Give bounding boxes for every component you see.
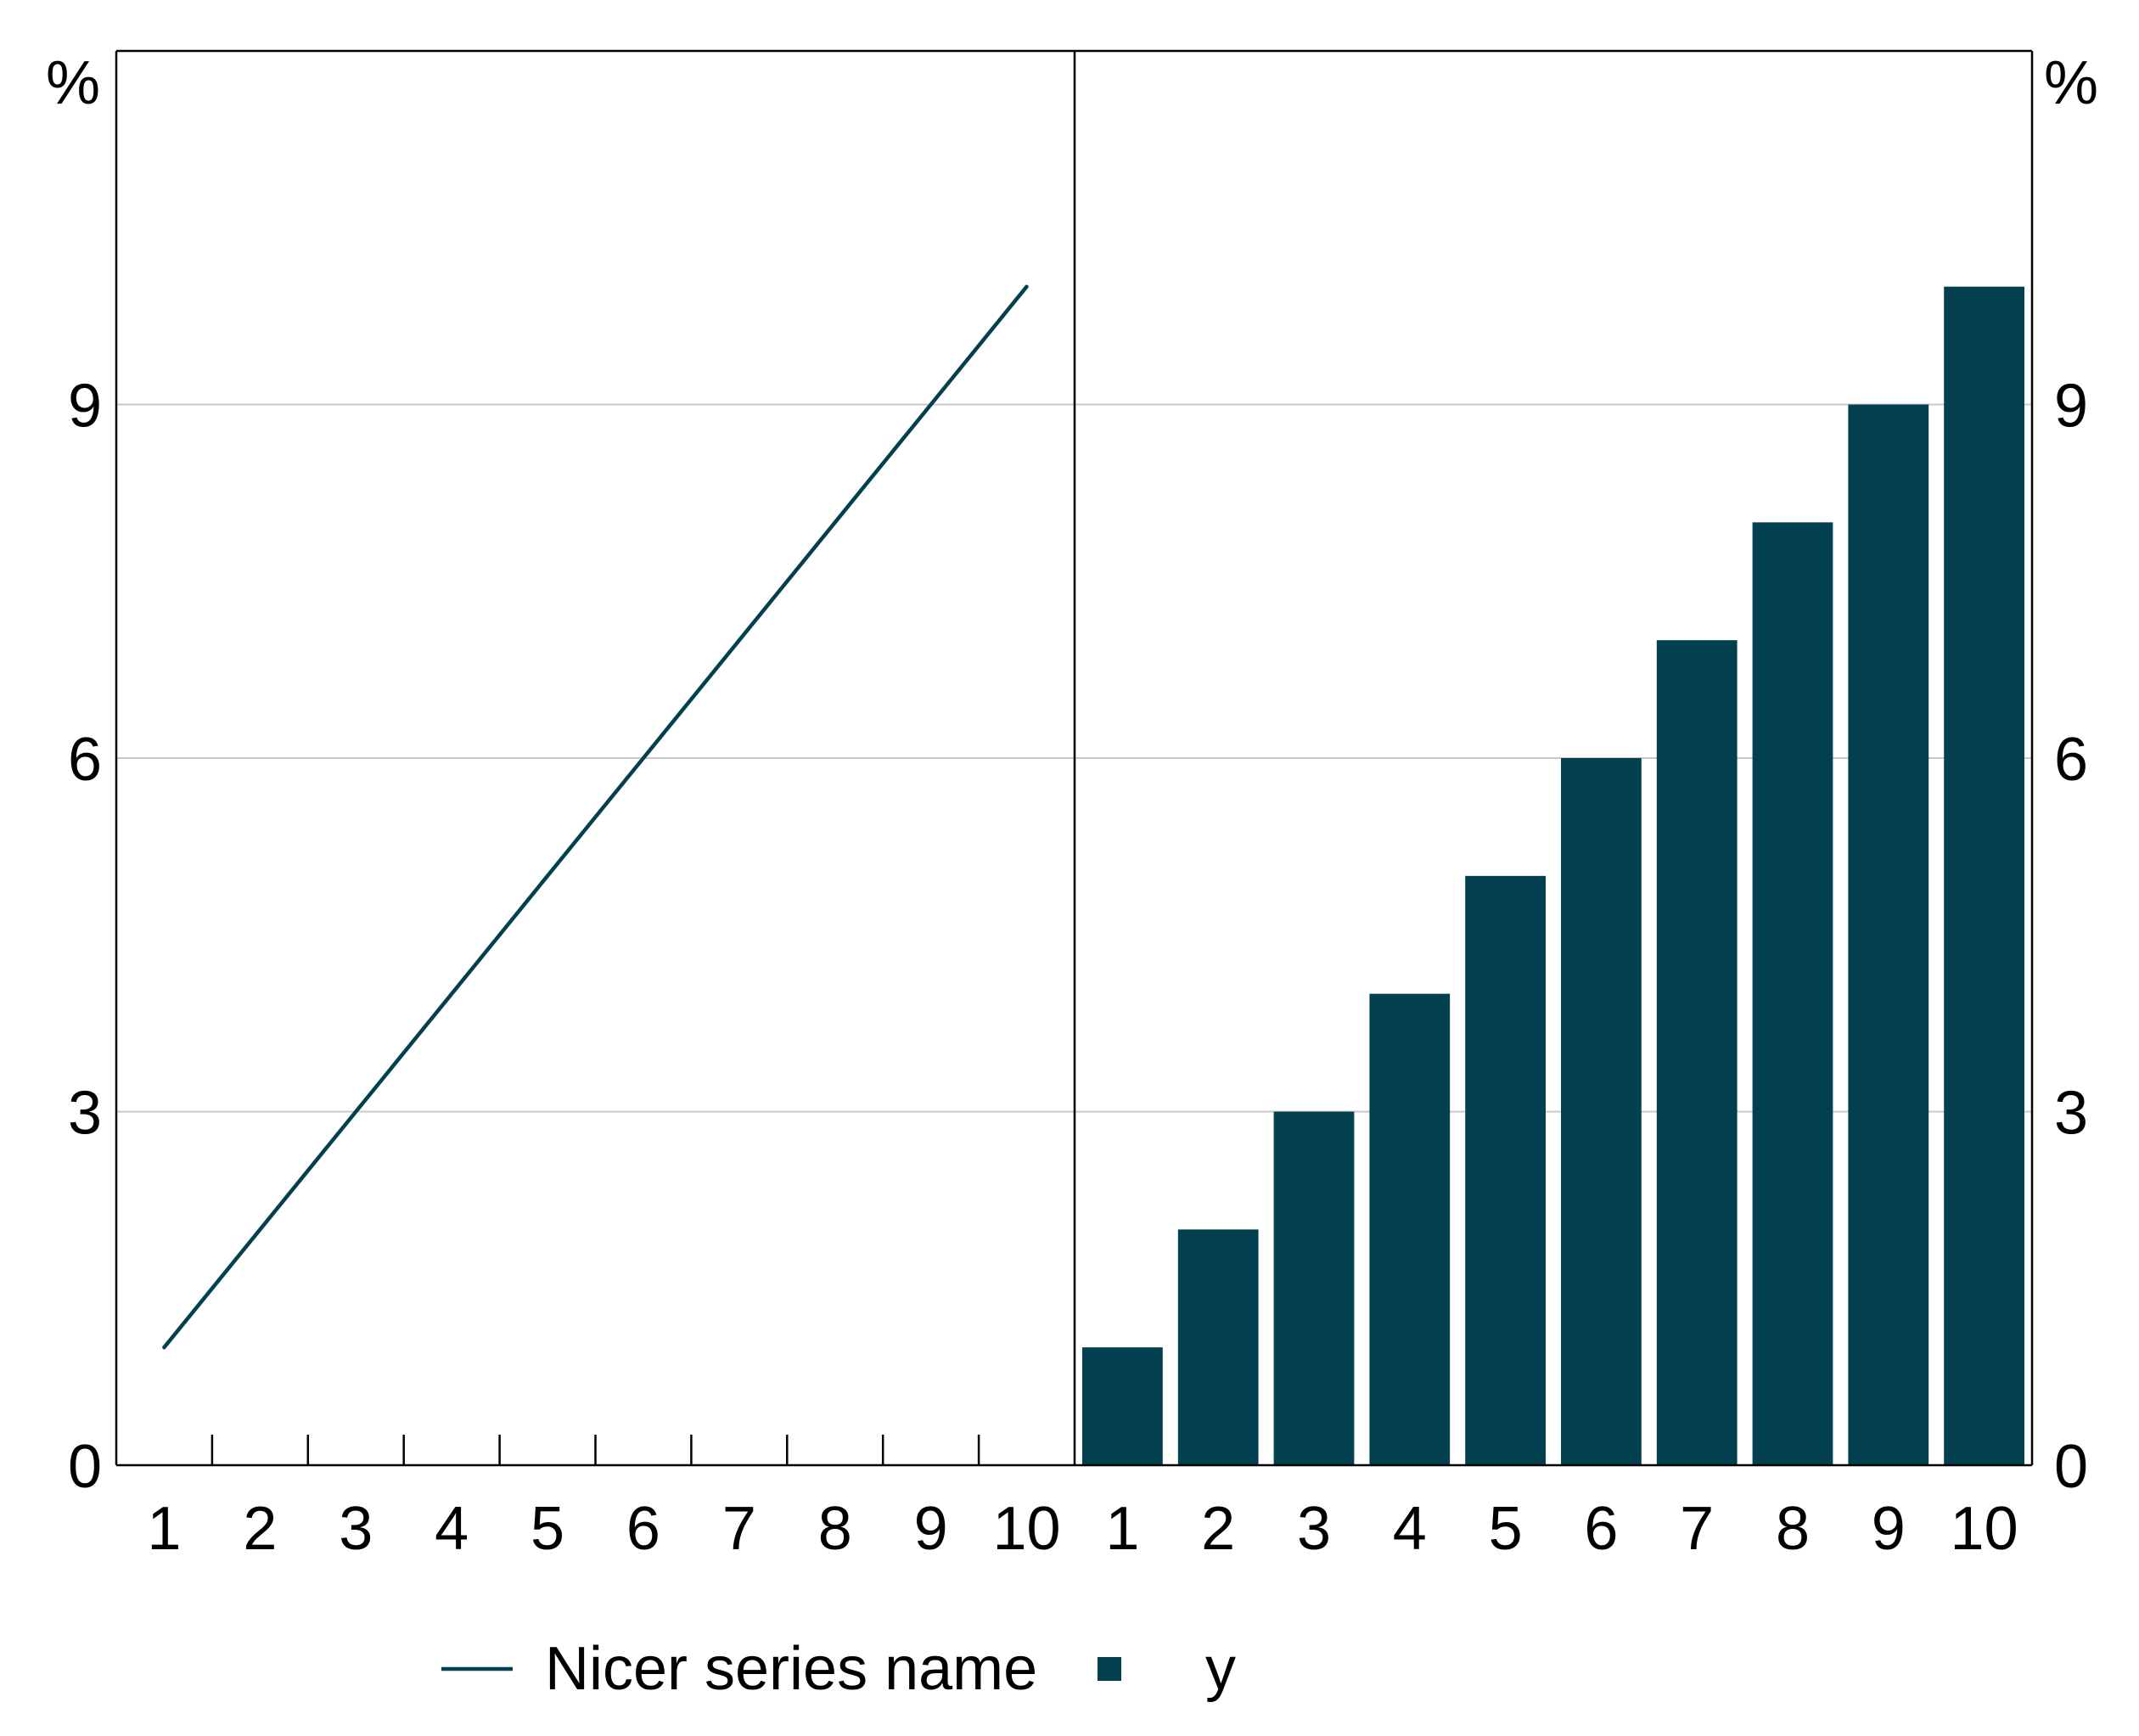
x-tick-label-left: 4 bbox=[435, 1495, 469, 1563]
x-tick-label-left: 3 bbox=[339, 1495, 373, 1563]
y-tick-label-right: 6 bbox=[2054, 726, 2088, 794]
x-tick-label-left: 6 bbox=[626, 1495, 660, 1563]
x-tick-label-right: 8 bbox=[1776, 1495, 1810, 1563]
x-tick-label-right: 7 bbox=[1680, 1495, 1714, 1563]
x-tick-label-right: 9 bbox=[1872, 1495, 1906, 1563]
y-unit-right: % bbox=[2044, 49, 2098, 117]
bar-8 bbox=[1752, 522, 1833, 1466]
y-tick-label-left: 9 bbox=[68, 373, 102, 441]
bar-7 bbox=[1656, 640, 1738, 1465]
y-tick-label-right: 0 bbox=[2054, 1433, 2088, 1501]
bar-1 bbox=[1082, 1347, 1163, 1465]
bar-6 bbox=[1561, 758, 1642, 1465]
bar-4 bbox=[1369, 993, 1451, 1465]
y-tick-label-left: 3 bbox=[68, 1080, 102, 1148]
legend-label-bar: y bbox=[1205, 1635, 1236, 1703]
x-tick-label-right: 1 bbox=[1105, 1495, 1139, 1563]
y-tick-label-left: 6 bbox=[68, 726, 102, 794]
x-tick-label-left: 5 bbox=[531, 1495, 564, 1563]
y-unit-left: % bbox=[46, 49, 100, 117]
x-tick-label-left: 7 bbox=[722, 1495, 756, 1563]
line-nicer-series-name bbox=[162, 284, 1029, 1350]
x-tick-label-left: 9 bbox=[914, 1495, 948, 1563]
bar-9 bbox=[1848, 404, 1929, 1465]
line-series bbox=[162, 284, 1029, 1350]
legend-label-line: Nicer series name bbox=[545, 1635, 1037, 1703]
x-tick-label-left: 8 bbox=[818, 1495, 852, 1563]
x-tick-label-right: 3 bbox=[1297, 1495, 1331, 1563]
bar-series bbox=[1082, 286, 2024, 1466]
x-tick-label-left: 10 bbox=[993, 1495, 1061, 1563]
x-tick-label-right: 10 bbox=[1951, 1495, 2018, 1563]
bar-3 bbox=[1273, 1111, 1355, 1465]
x-tick-label-left: 2 bbox=[243, 1495, 277, 1563]
x-tick-label-right: 5 bbox=[1489, 1495, 1523, 1563]
axes bbox=[115, 49, 2034, 1467]
bar-2 bbox=[1177, 1229, 1259, 1465]
y-tick-label-right: 3 bbox=[2054, 1080, 2088, 1148]
x-tick-label-right: 2 bbox=[1201, 1495, 1235, 1563]
x-tick-label-right: 4 bbox=[1393, 1495, 1427, 1563]
bar-10 bbox=[1944, 286, 2024, 1466]
y-tick-label-right: 9 bbox=[2054, 373, 2088, 441]
legend: Nicer series name y bbox=[441, 1635, 1236, 1703]
x-tick-label-right: 6 bbox=[1584, 1495, 1618, 1563]
bar-5 bbox=[1465, 875, 1546, 1465]
x-tick-label-left: 1 bbox=[147, 1495, 181, 1563]
y-tick-label-left: 0 bbox=[68, 1433, 102, 1501]
legend-square-swatch bbox=[1098, 1657, 1121, 1681]
